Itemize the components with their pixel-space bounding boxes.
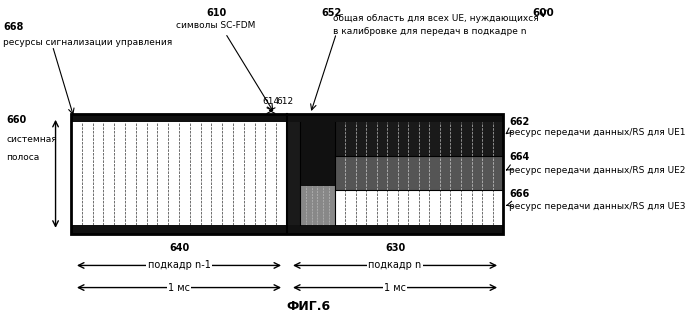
Bar	[71, 225, 287, 234]
Text: 660: 660	[6, 115, 27, 125]
Text: 614: 614	[262, 97, 280, 106]
Bar	[287, 225, 503, 234]
Text: 664: 664	[510, 153, 530, 162]
Text: 652: 652	[321, 8, 341, 18]
Text: 612: 612	[277, 97, 294, 106]
Text: 662: 662	[510, 117, 530, 127]
Bar	[335, 190, 503, 225]
Text: подкадр n-1: подкадр n-1	[147, 260, 210, 270]
Bar	[287, 114, 503, 122]
Text: ресурс передачи данных/RS для UE2: ресурс передачи данных/RS для UE2	[510, 166, 686, 175]
Bar	[71, 114, 503, 234]
Text: 610: 610	[206, 8, 226, 18]
Text: 600: 600	[533, 8, 554, 18]
Text: 1 мс: 1 мс	[384, 283, 406, 293]
Bar	[71, 122, 287, 225]
Bar	[71, 114, 287, 122]
Bar	[335, 156, 503, 190]
Text: в калибровке для передач в подкадре n: в калибровке для передач в подкадре n	[333, 27, 527, 36]
Text: ресурс передачи данных/RS для UE1: ресурс передачи данных/RS для UE1	[510, 128, 686, 137]
Text: символы SC-FDM: символы SC-FDM	[176, 21, 256, 29]
Text: 640: 640	[169, 243, 189, 253]
Text: ресурсы сигнализации управления: ресурсы сигнализации управления	[3, 38, 173, 47]
Bar	[300, 122, 335, 186]
Bar	[287, 122, 300, 225]
Text: подкадр n: подкадр n	[368, 260, 421, 270]
Text: системная: системная	[6, 135, 57, 143]
Text: 668: 668	[3, 22, 24, 32]
Text: ресурс передачи данных/RS для UE3: ресурс передачи данных/RS для UE3	[510, 202, 686, 211]
Text: 666: 666	[510, 189, 530, 199]
Text: полоса: полоса	[6, 154, 39, 162]
Text: ФИГ.6: ФИГ.6	[287, 300, 331, 313]
Text: 630: 630	[385, 243, 405, 253]
Text: общая область для всех UE, нуждающихся: общая область для всех UE, нуждающихся	[333, 14, 539, 23]
Bar	[300, 186, 335, 225]
Text: 1 мс: 1 мс	[168, 283, 190, 293]
Bar	[335, 122, 503, 156]
